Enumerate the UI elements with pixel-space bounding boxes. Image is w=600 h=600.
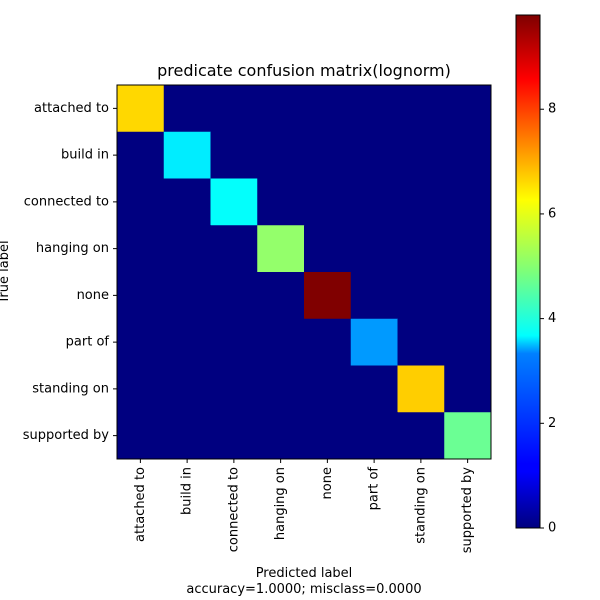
chart-title: predicate confusion matrix(lognorm) <box>157 61 451 80</box>
plot-frame <box>116 84 492 460</box>
heatmap-cell <box>444 178 492 226</box>
heatmap-cell <box>163 85 211 133</box>
heatmap-cell <box>397 131 445 179</box>
heatmap-cell <box>397 365 445 413</box>
heatmap-cell <box>163 365 211 413</box>
x-tick-label: connected to <box>226 467 241 552</box>
colorbar-tick-label: 0 <box>548 521 556 536</box>
heatmap-cell <box>304 85 352 133</box>
heatmap-cell <box>350 178 398 226</box>
heatmap-cell <box>444 318 492 366</box>
heatmap-cell <box>163 272 211 320</box>
heatmap-cell <box>397 412 445 460</box>
y-axis-title: True label <box>0 240 12 304</box>
heatmap-cell <box>444 412 492 460</box>
heatmap-cell <box>350 412 398 460</box>
colorbar-tick-label: 2 <box>548 416 556 431</box>
heatmap-cell <box>257 178 305 226</box>
heatmap-cell <box>304 318 352 366</box>
heatmap-cell <box>444 272 492 320</box>
y-tick-label: none <box>77 288 109 303</box>
heatmap-cell <box>163 412 211 460</box>
heatmap-cell <box>397 85 445 133</box>
heatmap-cell <box>350 85 398 133</box>
heatmap-cell <box>163 318 211 366</box>
heatmap-cell <box>210 272 258 320</box>
heatmap-cell <box>397 225 445 273</box>
heatmap-cell <box>304 178 352 226</box>
heatmap-cell <box>210 178 258 226</box>
x-tick-group: attached to build in connected to hanging o… <box>133 459 475 553</box>
heatmap-cell <box>117 318 165 366</box>
heatmap-cell <box>350 131 398 179</box>
heatmap-cell <box>117 85 165 133</box>
y-tick-label: part of <box>66 335 110 350</box>
heatmap-cell <box>117 365 165 413</box>
heatmap-cell <box>210 412 258 460</box>
heatmap-cell <box>117 412 165 460</box>
y-tick-group: attached to build in connected to hanging o… <box>23 101 117 443</box>
heatmap-cell <box>257 412 305 460</box>
heatmap-cell <box>350 272 398 320</box>
colorbar-tick-label: 8 <box>548 102 556 117</box>
heatmap-cell <box>210 225 258 273</box>
heatmap-cell <box>210 365 258 413</box>
heatmap-cell <box>397 272 445 320</box>
heatmap-cell <box>210 85 258 133</box>
heatmap-cell <box>304 365 352 413</box>
heatmap-cell <box>397 318 445 366</box>
colorbar-tick-label: 4 <box>548 311 556 326</box>
heatmap-cell <box>397 178 445 226</box>
heatmap-cell <box>257 85 305 133</box>
heatmap-cell <box>304 225 352 273</box>
chart-subtitle: accuracy=1.0000; misclass=0.0000 <box>186 582 421 597</box>
y-tick-label: hanging on <box>36 241 109 256</box>
y-tick-label: build in <box>61 148 109 163</box>
colorbar-tick-label: 6 <box>548 206 556 221</box>
heatmap-cell <box>117 131 165 179</box>
colorbar-ticks: 0 2 4 6 8 <box>540 102 556 536</box>
x-tick-label: part of <box>367 467 382 511</box>
y-tick-label: connected to <box>24 194 109 209</box>
x-axis-title: Predicted label <box>256 566 353 581</box>
heatmap-cell <box>117 272 165 320</box>
heatmap-cell <box>257 365 305 413</box>
x-tick-label: hanging on <box>273 467 288 540</box>
heatmap-cells <box>117 85 492 460</box>
x-tick-label: build in <box>180 467 195 515</box>
x-tick-label: attached to <box>133 467 148 542</box>
y-tick-label: attached to <box>34 101 109 116</box>
heatmap-cell <box>444 85 492 133</box>
y-tick-label: supported by <box>23 428 110 443</box>
heatmap-cell <box>257 318 305 366</box>
heatmap-cell <box>117 225 165 273</box>
x-tick-label: none <box>320 467 335 499</box>
heatmap-cell <box>350 365 398 413</box>
x-tick-label: supported by <box>460 467 475 554</box>
heatmap-cell <box>304 272 352 320</box>
heatmap-cell <box>444 131 492 179</box>
heatmap-cell <box>257 225 305 273</box>
heatmap-cell <box>350 318 398 366</box>
heatmap-cell <box>163 131 211 179</box>
heatmap-cell <box>210 131 258 179</box>
heatmap-cell <box>257 272 305 320</box>
heatmap-cell <box>350 225 398 273</box>
heatmap-cell <box>444 225 492 273</box>
heatmap-cell <box>163 225 211 273</box>
heatmap-cell <box>163 178 211 226</box>
heatmap-cell <box>257 131 305 179</box>
x-tick-label: standing on <box>413 467 428 544</box>
heatmap-cell <box>304 412 352 460</box>
heatmap-cell <box>304 131 352 179</box>
heatmap-cell <box>444 365 492 413</box>
y-tick-label: standing on <box>32 381 109 396</box>
heatmap-cell <box>117 178 165 226</box>
heatmap-cell <box>210 318 258 366</box>
colorbar <box>515 14 541 529</box>
